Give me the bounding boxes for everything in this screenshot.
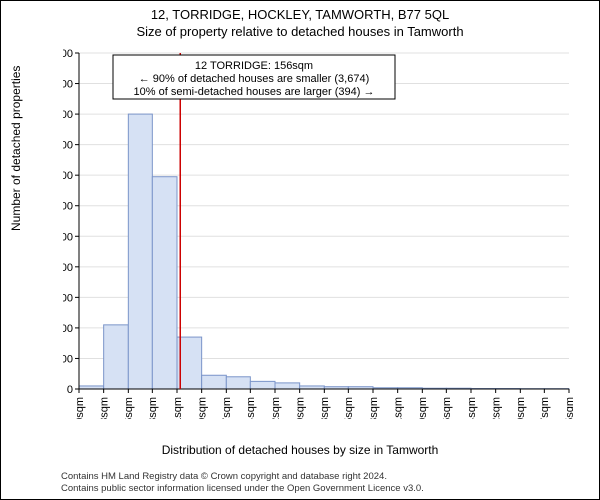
svg-text:604sqm: 604sqm	[466, 397, 478, 419]
svg-text:200: 200	[63, 353, 73, 365]
svg-text:264sqm: 264sqm	[245, 397, 257, 419]
histogram-bar	[128, 114, 152, 389]
footer-line-1: Contains HM Land Registry data © Crown c…	[61, 471, 424, 483]
svg-text:340sqm: 340sqm	[295, 397, 307, 419]
svg-text:1400: 1400	[63, 170, 73, 182]
histogram-plot: 0 200 400 600 800 1000 1200 1400 1600 1800 2000 220…	[63, 49, 573, 419]
svg-text:189sqm: 189sqm	[197, 397, 209, 419]
annotation-line-3: 10% of semi-detached houses are larger (…	[134, 86, 375, 98]
svg-text:2200: 2200	[63, 49, 73, 60]
svg-text:1000: 1000	[63, 231, 73, 243]
svg-text:151sqm: 151sqm	[172, 397, 184, 419]
histogram-bar	[250, 381, 275, 389]
chart-subtitle: Size of property relative to detached ho…	[1, 24, 599, 39]
chart-area: 0 200 400 600 800 1000 1200 1400 1600 1800 2000 220…	[63, 49, 573, 419]
svg-text:529sqm: 529sqm	[417, 397, 429, 419]
svg-text:378sqm: 378sqm	[319, 397, 331, 419]
histogram-bar	[275, 383, 300, 389]
histogram-bar	[202, 375, 227, 389]
svg-text:400: 400	[63, 323, 73, 335]
svg-text:755sqm: 755sqm	[564, 397, 573, 419]
histogram-bar	[226, 377, 250, 389]
footer-attribution: Contains HM Land Registry data © Crown c…	[61, 471, 424, 495]
svg-text:38sqm: 38sqm	[99, 397, 111, 419]
svg-text:227sqm: 227sqm	[221, 397, 233, 419]
svg-text:415sqm: 415sqm	[343, 397, 355, 419]
svg-text:717sqm: 717sqm	[539, 397, 551, 419]
y-axis-label: Number of detached properties	[9, 66, 23, 231]
svg-text:600: 600	[63, 292, 73, 304]
svg-text:0: 0	[67, 384, 73, 396]
svg-text:491sqm: 491sqm	[393, 397, 405, 419]
svg-text:800: 800	[63, 262, 73, 274]
svg-text:453sqm: 453sqm	[368, 397, 380, 419]
annotation-line-1: 12 TORRIDGE: 156sqm	[195, 60, 313, 72]
histogram-bar	[104, 325, 129, 389]
svg-text:680sqm: 680sqm	[515, 397, 527, 419]
svg-text:76sqm: 76sqm	[123, 397, 135, 419]
svg-text:566sqm: 566sqm	[441, 397, 453, 419]
svg-text:1600: 1600	[63, 140, 73, 152]
svg-text:642sqm: 642sqm	[491, 397, 503, 419]
svg-text:302sqm: 302sqm	[270, 397, 282, 419]
footer-line-2: Contains public sector information licen…	[61, 483, 424, 495]
x-axis-label: Distribution of detached houses by size …	[1, 443, 599, 457]
svg-text:1800: 1800	[63, 109, 73, 121]
svg-text:0sqm: 0sqm	[74, 397, 86, 419]
svg-text:113sqm: 113sqm	[147, 397, 159, 419]
svg-text:2000: 2000	[63, 79, 73, 91]
address-title: 12, TORRIDGE, HOCKLEY, TAMWORTH, B77 5QL	[1, 7, 599, 22]
svg-text:1200: 1200	[63, 201, 73, 213]
annotation-line-2: ← 90% of detached houses are smaller (3,…	[139, 73, 370, 85]
histogram-bar	[152, 177, 177, 389]
